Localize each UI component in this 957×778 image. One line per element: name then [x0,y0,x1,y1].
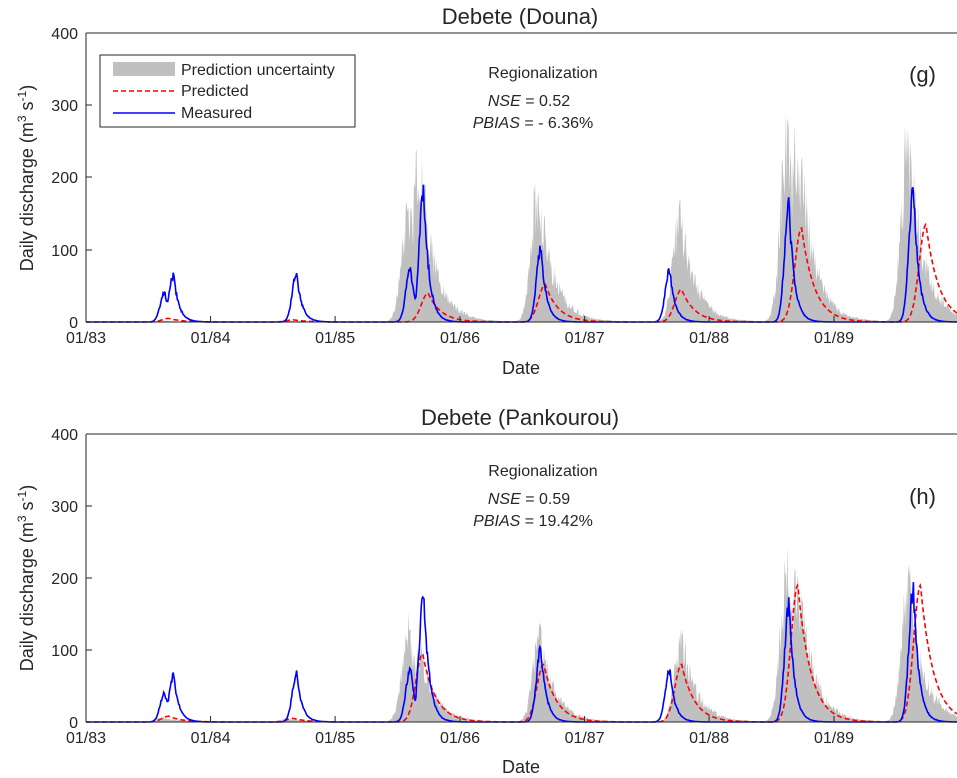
x-ticks: 01/83 01/84 01/85 01/86 01/87 01/88 01/8… [66,716,854,747]
y-tick-label: 100 [51,243,78,260]
x-tick-label: 01/83 [66,330,106,347]
x-tick-label: 01/87 [565,330,605,347]
x-axis-label: Date [502,757,540,777]
panel-douna: Debete (Douna) 0 100 200 300 400 [15,4,957,378]
y-label-exp: -1 [15,490,29,501]
panel-pankourou: Debete (Pankourou) 0 100 200 300 400 [15,405,957,777]
annotation-heading: Regionalization [488,65,597,82]
pbias-annotation: PBIAS = 19.42% [473,513,593,530]
pbias-annotation: PBIAS = - 6.36% [473,115,594,132]
nse-annotation: NSE = 0.52 [488,93,570,110]
y-tick-label: 0 [69,315,78,332]
x-tick-label: 01/88 [689,330,729,347]
nse-label: NSE [488,93,521,110]
y-label-exp: -1 [15,90,29,101]
y-ticks: 0 100 200 300 400 [51,427,92,732]
y-label-prefix: Daily discharge (m [17,522,37,671]
nse-value: = 0.52 [521,93,570,110]
y-axis-label: Daily discharge (m3 s-1) [15,85,37,271]
pbias-value: = - 6.36% [520,115,593,132]
y-tick-label: 400 [51,26,78,43]
legend-swatch-uncertainty [113,62,175,76]
x-tick-label: 01/83 [66,730,106,747]
y-axis-label: Daily discharge (m3 s-1) [15,485,37,671]
nse-value: = 0.59 [521,491,570,508]
y-label-prefix: Daily discharge (m [17,122,37,271]
legend-label-predicted: Predicted [181,83,249,100]
x-tick-label: 01/86 [440,730,480,747]
y-tick-label: 0 [69,715,78,732]
x-ticks: 01/83 01/84 01/85 01/86 01/87 01/88 01/8… [66,316,854,347]
y-label-mid: s [17,101,37,115]
y-tick-label: 200 [51,170,78,187]
x-tick-label: 01/87 [565,730,605,747]
nse-annotation: NSE = 0.59 [488,491,570,508]
annotation-heading: Regionalization [488,463,597,480]
y-label-exp: 3 [15,115,29,122]
y-tick-label: 300 [51,98,78,115]
y-tick-label: 400 [51,427,78,444]
y-tick-label: 200 [51,571,78,588]
legend: Prediction uncertainty Predicted Measure… [99,54,356,128]
y-label-suffix: ) [17,85,37,91]
x-tick-label: 01/86 [440,330,480,347]
legend-label-uncertainty: Prediction uncertainty [181,62,335,79]
pbias-label: PBIAS [473,115,520,132]
x-tick-label: 01/89 [814,330,854,347]
y-label-suffix: ) [17,485,37,491]
pbias-value: = 19.42% [520,513,593,530]
x-axis-label: Date [502,358,540,378]
x-tick-label: 01/84 [191,330,231,347]
y-label-mid: s [17,501,37,515]
y-tick-label: 100 [51,643,78,660]
y-ticks: 0 100 200 300 400 [51,26,92,332]
chart-title: Debete (Pankourou) [421,405,619,430]
uncertainty-band [86,544,957,722]
x-tick-label: 01/85 [315,730,355,747]
legend-label-measured: Measured [181,105,252,122]
panel-label: (h) [909,484,936,509]
y-tick-label: 300 [51,499,78,516]
nse-label: NSE [488,491,521,508]
x-tick-label: 01/88 [689,730,729,747]
metrics-annotation: Regionalization NSE = 0.59 PBIAS = 19.42… [473,463,598,530]
y-label-exp: 3 [15,515,29,522]
panel-label: (g) [909,62,936,87]
metrics-annotation: Regionalization NSE = 0.52 PBIAS = - 6.3… [473,65,598,132]
pbias-label: PBIAS [473,513,520,530]
x-tick-label: 01/89 [814,730,854,747]
x-tick-label: 01/85 [315,330,355,347]
chart-title: Debete (Douna) [442,4,599,29]
x-tick-label: 01/84 [191,730,231,747]
uncertainty-band [86,109,957,322]
